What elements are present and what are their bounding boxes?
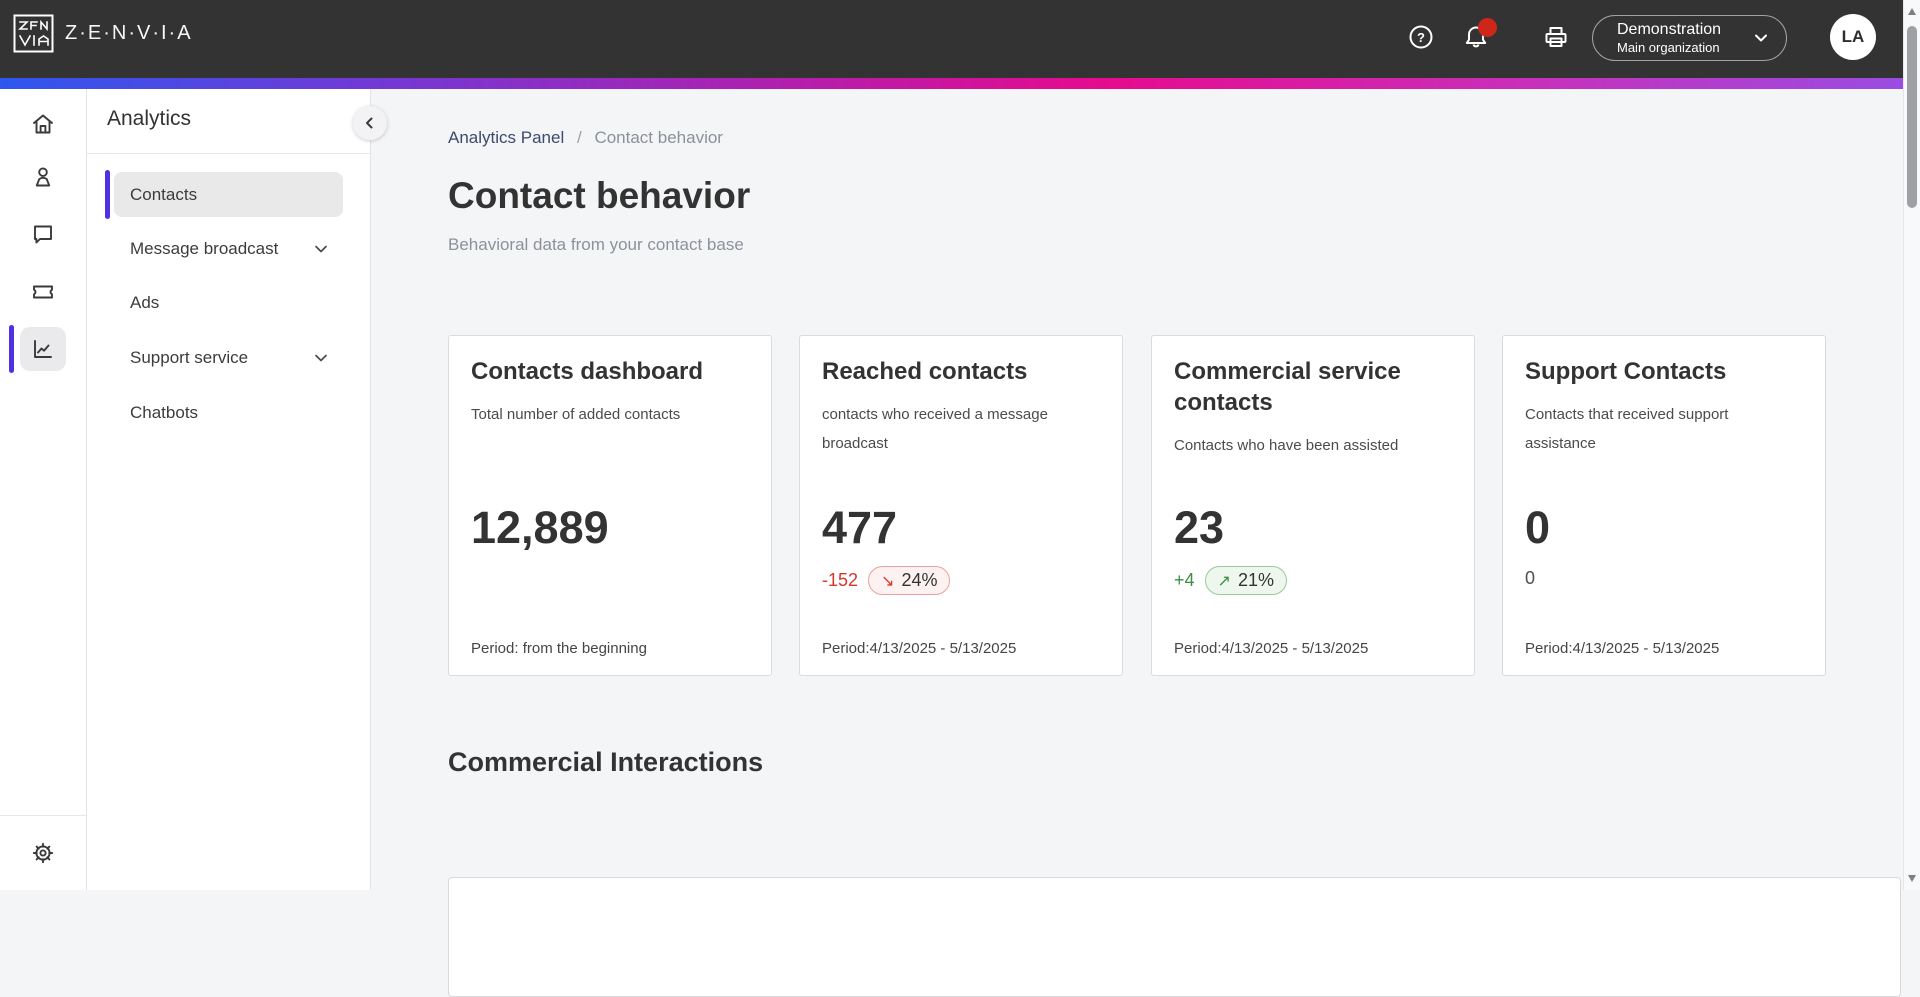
card-delta-row: +4 ↗ 21%	[1174, 566, 1287, 595]
chevron-down-icon	[312, 349, 330, 367]
card-value: 0	[1525, 502, 1550, 554]
trend-percent: 21%	[1238, 570, 1274, 591]
page-title: Contact behavior	[448, 175, 750, 217]
svg-text:?: ?	[1417, 30, 1425, 45]
scrollbar-thumb[interactable]	[1907, 26, 1917, 208]
card-description: Total number of added contacts	[471, 400, 749, 429]
card-secondary-value: 0	[1525, 568, 1535, 589]
rail-item-home[interactable]	[20, 102, 66, 146]
card-title: Support Contacts	[1525, 356, 1803, 387]
zenvia-wordmark: Z·E·N·V·I·A	[65, 22, 193, 45]
zenvia-logo-icon	[13, 14, 54, 53]
card-title: Commercial service contacts	[1174, 356, 1452, 418]
brand-gradient-strip	[0, 78, 1903, 89]
sidebar-item-label: Ads	[130, 293, 159, 313]
scrollbar-up-arrow[interactable]	[1908, 8, 1916, 15]
breadcrumb-analytics-panel[interactable]: Analytics Panel	[448, 128, 564, 147]
chevron-left-icon	[361, 114, 379, 132]
card-delta-row: -152 ↘ 24%	[822, 566, 950, 595]
organization-name: Demonstration	[1617, 20, 1750, 40]
sidebar-item-label: Support service	[130, 348, 248, 368]
user-avatar[interactable]: LA	[1830, 14, 1876, 60]
card-period: Period:4/13/2025 - 5/13/2025	[1174, 640, 1368, 657]
rail-item-contacts[interactable]	[20, 155, 66, 199]
card-period: Period:4/13/2025 - 5/13/2025	[822, 640, 1016, 657]
active-menu-indicator	[105, 170, 110, 219]
card-value: 12,889	[471, 502, 609, 554]
home-icon	[30, 111, 56, 137]
active-rail-indicator	[9, 325, 14, 373]
notification-badge-dot	[1478, 18, 1497, 37]
organization-labels: Demonstration Main organization	[1617, 20, 1750, 56]
breadcrumb-separator: /	[577, 128, 582, 147]
trend-badge-down: ↘ 24%	[868, 566, 950, 595]
delta-value: -152	[822, 570, 858, 591]
card-description: Contacts who have been assisted	[1174, 431, 1452, 460]
commercial-interactions-panel	[448, 877, 1901, 997]
chevron-down-icon	[1750, 27, 1772, 49]
sidebar-item-support-service[interactable]: Support service	[114, 335, 343, 380]
rail-item-tickets[interactable]	[20, 269, 66, 313]
printer-icon[interactable]	[1542, 23, 1570, 51]
card-value: 23	[1174, 502, 1224, 554]
rail-divider	[0, 815, 86, 816]
organization-switcher[interactable]: Demonstration Main organization	[1592, 15, 1787, 61]
person-icon	[30, 164, 56, 190]
sidebar-item-ads[interactable]: Ads	[114, 280, 343, 325]
top-navigation-bar: Z·E·N·V·I·A ? Demonstration Main organiz…	[0, 0, 1903, 78]
section-title-commercial-interactions: Commercial Interactions	[448, 747, 763, 778]
ticket-icon	[30, 278, 56, 304]
card-period: Period: from the beginning	[471, 640, 647, 657]
main-content: Analytics Panel / Contact behavior Conta…	[372, 89, 1903, 890]
kpi-card-contacts-dashboard: Contacts dashboard Total number of added…	[448, 335, 772, 676]
sidebar-item-label: Chatbots	[130, 403, 198, 423]
main-nav-rail	[0, 89, 87, 890]
page-subtitle: Behavioral data from your contact base	[448, 235, 744, 255]
sidebar-item-chatbots[interactable]: Chatbots	[114, 390, 343, 435]
sidebar-divider	[87, 153, 370, 154]
chat-bubble-icon	[30, 221, 56, 247]
rail-item-analytics[interactable]	[20, 327, 66, 371]
chevron-down-icon	[312, 240, 330, 258]
scrollbar-down-arrow[interactable]	[1908, 875, 1916, 882]
sidebar-title: Analytics	[107, 107, 191, 131]
sidebar-item-label: Message broadcast	[130, 239, 278, 259]
kpi-card-reached-contacts: Reached contacts contacts who received a…	[799, 335, 1123, 676]
card-description: Contacts that received support assistanc…	[1525, 400, 1803, 458]
gear-icon	[30, 840, 56, 866]
rail-item-settings[interactable]	[20, 831, 66, 875]
card-title: Reached contacts	[822, 356, 1100, 387]
zenvia-brand[interactable]: Z·E·N·V·I·A	[13, 14, 193, 53]
sidebar-collapse-button[interactable]	[353, 106, 387, 140]
card-title: Contacts dashboard	[471, 356, 749, 387]
kpi-card-commercial-service-contacts: Commercial service contacts Contacts who…	[1151, 335, 1475, 676]
card-description: contacts who received a message broadcas…	[822, 400, 1100, 458]
sidebar-item-message-broadcast[interactable]: Message broadcast	[114, 226, 343, 271]
notifications-bell-icon[interactable]	[1462, 23, 1490, 51]
vertical-scrollbar[interactable]	[1903, 0, 1920, 890]
line-chart-icon	[30, 336, 56, 362]
organization-type: Main organization	[1617, 40, 1750, 56]
trend-up-icon: ↗	[1218, 571, 1231, 591]
analytics-sidebar: Analytics Contacts Message broadcast Ads…	[87, 89, 371, 890]
trend-badge-up: ↗ 21%	[1205, 566, 1287, 595]
rail-item-conversations[interactable]	[20, 212, 66, 256]
breadcrumb-current: Contact behavior	[594, 128, 723, 147]
help-icon[interactable]: ?	[1407, 23, 1435, 51]
kpi-card-support-contacts: Support Contacts Contacts that received …	[1502, 335, 1826, 676]
card-period: Period:4/13/2025 - 5/13/2025	[1525, 640, 1719, 657]
trend-down-icon: ↘	[881, 571, 894, 591]
trend-percent: 24%	[901, 570, 937, 591]
sidebar-item-label: Contacts	[130, 185, 197, 205]
breadcrumb: Analytics Panel / Contact behavior	[448, 128, 723, 148]
delta-value: +4	[1174, 570, 1195, 591]
card-value: 477	[822, 502, 897, 554]
sidebar-item-contacts[interactable]: Contacts	[114, 172, 343, 217]
